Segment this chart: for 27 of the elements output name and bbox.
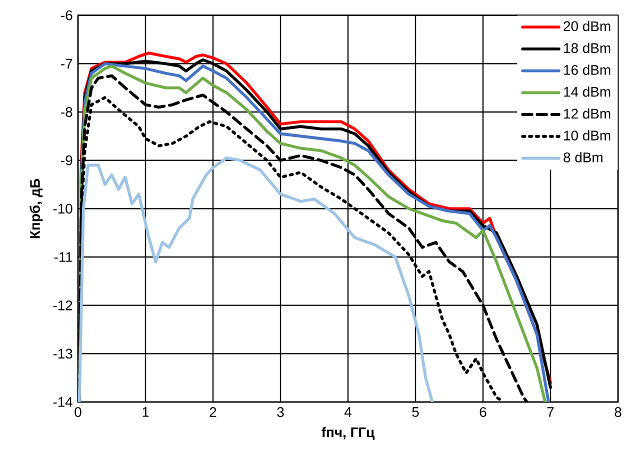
y-tick-label: -11: [54, 252, 72, 262]
x-tick-label: 4: [344, 407, 352, 417]
legend-label: 10 dBm: [564, 130, 610, 140]
legend-label: 8 dBm: [564, 152, 602, 162]
y-tick-label: -14: [53, 397, 72, 407]
legend-label: 18 dBm: [564, 42, 610, 54]
legend-label: 20 dBm: [564, 20, 610, 32]
legend-label: 14 dBm: [564, 86, 610, 97]
x-tick-label: 2: [210, 407, 216, 417]
x-tick-label: 0: [74, 407, 82, 418]
y-tick-label: -10: [53, 204, 72, 214]
y-tick-label: -8: [61, 107, 72, 117]
x-tick-label: 8: [614, 407, 622, 418]
y-tick-label: -7: [61, 58, 72, 68]
y-tick-label: -9: [61, 155, 72, 166]
x-tick-label: 1: [142, 407, 149, 417]
x-tick-label: 3: [277, 407, 284, 418]
x-tick-label: 6: [480, 407, 486, 418]
x-tick-label: 5: [412, 407, 419, 417]
y-tick-label: -12: [53, 300, 72, 310]
legend-label: 16 dBm: [564, 64, 610, 75]
legend-label: 12 dBm: [564, 108, 610, 119]
y-tick-label: -6: [61, 10, 72, 20]
x-axis-title: fпч, ГГц: [322, 427, 375, 440]
x-tick-label: 7: [547, 407, 554, 417]
y-tick-label: -13: [53, 348, 72, 359]
y-axis-title: Кпрб, дБ: [30, 178, 43, 238]
